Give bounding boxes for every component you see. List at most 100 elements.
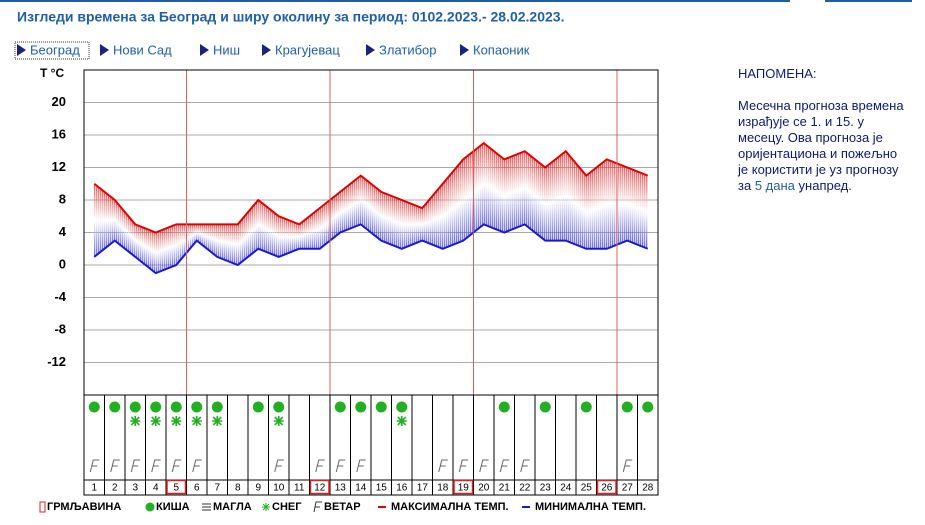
sunday-box: [453, 479, 474, 495]
temp-hatch: [340, 191, 342, 233]
temp-hatch: [168, 227, 170, 269]
temp-hatch: [538, 161, 540, 236]
temp-hatch: [610, 160, 612, 248]
temp-hatch: [310, 215, 312, 249]
day-label: 28: [642, 483, 654, 494]
legend-label: МИНИМАЛНА ТЕМП.: [535, 501, 646, 513]
temp-hatch: [408, 202, 410, 247]
temp-hatch: [532, 157, 534, 231]
temp-hatch: [292, 221, 294, 252]
temp-hatch: [576, 163, 578, 245]
temp-hatch: [306, 218, 308, 249]
temp-hatch: [248, 211, 250, 257]
snow-icon: [130, 416, 141, 426]
temp-hatch: [158, 231, 160, 273]
legend-label: СНЕГ: [272, 501, 302, 513]
snow-icon: [212, 416, 223, 426]
temp-hatch: [464, 158, 466, 240]
temp-hatch: [622, 165, 624, 243]
temp-hatch: [352, 182, 354, 228]
temp-hatch: [348, 185, 350, 230]
temp-hatch: [454, 170, 456, 245]
temp-hatch: [304, 220, 306, 249]
temp-hatch: [238, 223, 240, 265]
day-label: 17: [417, 483, 429, 494]
day-label: 8: [235, 483, 241, 494]
temp-hatch: [522, 152, 524, 226]
temp-hatch: [564, 152, 566, 241]
nav-link[interactable]: Крагујевац: [275, 42, 340, 57]
temp-hatch: [332, 198, 334, 239]
nav-link[interactable]: Златибор: [379, 42, 437, 57]
temp-hatch: [462, 160, 464, 242]
temp-hatch: [396, 197, 398, 247]
rain-icon: [621, 401, 633, 413]
temp-hatch: [424, 205, 426, 242]
temp-hatch: [588, 174, 590, 249]
temp-hatch: [630, 168, 632, 242]
temp-hatch: [350, 183, 352, 229]
temp-hatch: [240, 221, 242, 264]
wind-icon: [356, 459, 366, 473]
day-label: 27: [622, 483, 634, 494]
rain-icon: [642, 401, 654, 413]
temp-hatch: [206, 224, 208, 249]
temp-hatch: [142, 227, 144, 263]
temp-hatch: [278, 215, 280, 257]
temp-hatch: [272, 211, 274, 255]
nav-link[interactable]: Београд: [30, 42, 80, 57]
day-label: 13: [335, 483, 347, 494]
temp-hatch: [440, 186, 442, 248]
temp-hatch: [266, 206, 268, 252]
temp-hatch: [210, 224, 212, 252]
temp-hatch: [496, 153, 498, 230]
temp-hatch: [242, 219, 244, 262]
wind-icon: [520, 459, 530, 473]
day-label: 4: [153, 483, 159, 494]
temp-hatch: [162, 229, 164, 271]
temp-hatch: [490, 148, 492, 227]
temp-hatch: [170, 226, 172, 268]
temp-hatch: [148, 229, 150, 268]
temp-hatch: [164, 229, 166, 270]
note-text: унапред.: [798, 178, 852, 193]
rain-icon: [129, 401, 141, 413]
note-link[interactable]: 5 дана: [754, 178, 795, 193]
nav-link[interactable]: Нови Сад: [113, 42, 172, 57]
temp-hatch: [578, 166, 580, 246]
temp-hatch: [512, 156, 514, 230]
temp-hatch: [542, 165, 544, 239]
day-label: 11: [294, 483, 305, 494]
temp-hatch: [392, 196, 394, 245]
temp-hatch: [294, 222, 296, 251]
temp-hatch: [644, 174, 646, 248]
temp-hatch: [262, 203, 264, 251]
temp-hatch: [114, 199, 116, 242]
temp-hatch: [244, 216, 246, 260]
temp-hatch: [418, 206, 420, 243]
temp-hatch: [524, 151, 526, 225]
temp-hatch: [218, 224, 220, 258]
temp-hatch: [492, 149, 494, 228]
wind-icon: [130, 459, 141, 473]
nav-link[interactable]: Ниш: [213, 42, 240, 57]
temp-hatch: [390, 195, 392, 245]
temp-hatch: [270, 209, 272, 254]
temp-hatch: [570, 156, 572, 243]
temp-hatch: [96, 185, 98, 256]
day-label: 6: [194, 483, 200, 494]
nav-link[interactable]: Копаоник: [473, 42, 530, 57]
temp-hatch: [276, 214, 278, 256]
temp-hatch: [324, 204, 326, 246]
temp-hatch: [182, 224, 184, 258]
rain-icon: [191, 401, 203, 413]
temp-hatch: [192, 224, 194, 246]
day-label: 20: [478, 483, 490, 494]
temp-hatch: [376, 187, 378, 237]
temp-hatch: [398, 198, 400, 248]
temp-hatch: [518, 153, 520, 227]
temp-hatch: [380, 191, 382, 240]
temp-hatch: [212, 224, 214, 253]
day-label: 7: [214, 483, 220, 494]
